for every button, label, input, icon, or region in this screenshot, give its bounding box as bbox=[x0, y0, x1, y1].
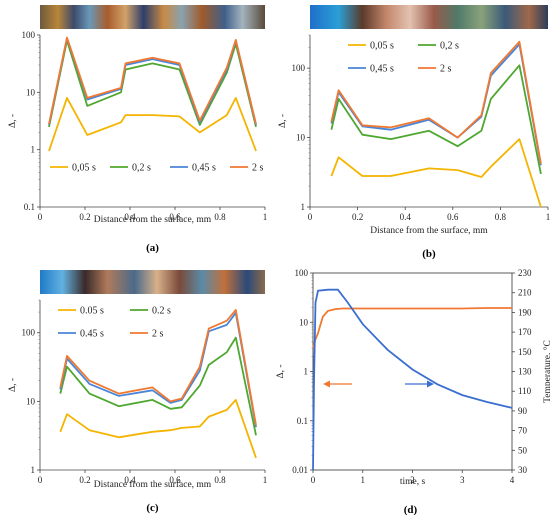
panel-3-x-tick-label: 0.4 bbox=[124, 475, 136, 485]
panel-3-y-tick-label: 1 bbox=[31, 465, 36, 475]
panel-3-series-1-line bbox=[59, 398, 257, 459]
panel-3-x-label: Distance from the surface, mm bbox=[94, 479, 212, 490]
panel-4-y-tick-label: 0.1 bbox=[297, 416, 308, 426]
panel-4-caption: (d) bbox=[404, 504, 418, 516]
panel-3-y-tick-label: 10 bbox=[26, 396, 36, 406]
panel-4-y2-label: Temperature, °C bbox=[542, 340, 550, 403]
panel-2-x-label: Distance from the surface, mm bbox=[370, 225, 488, 236]
panel-2-legend-label: 0,05 s bbox=[370, 41, 394, 52]
panel-2-series-1-line bbox=[330, 138, 542, 208]
panel-3-x-tick-label: 0 bbox=[38, 475, 43, 485]
panel-4-y-tick-label: 0.01 bbox=[292, 465, 308, 475]
panel-3-legend-label: 0.05 s bbox=[80, 306, 104, 317]
panel-2-caption: (b) bbox=[422, 248, 436, 260]
panel-4-y2-tick-label: 190 bbox=[518, 307, 532, 317]
panel-1-series-1-line bbox=[48, 97, 257, 152]
panel-2-x-tick-label: 1 bbox=[546, 212, 550, 222]
panel-1-legend-label: 2 s bbox=[252, 163, 264, 174]
panel-4-series-2-line bbox=[312, 288, 513, 471]
panel-4-y-tick-label: 100 bbox=[295, 268, 309, 278]
panel-2-legend-label: 0,45 s bbox=[370, 64, 394, 75]
panel-2-x-tick-label: 0.6 bbox=[447, 212, 459, 222]
panel-4-y2-tick-label: 110 bbox=[518, 386, 532, 396]
panel-3-y-tick-label: 100 bbox=[22, 328, 36, 338]
panel-1-y-tick-label: 10 bbox=[26, 87, 36, 97]
panel-3-series-4-line bbox=[59, 308, 257, 426]
panel-2-y-tick-label: 1 bbox=[301, 202, 306, 212]
panel-1-y-tick-label: 100 bbox=[22, 30, 36, 40]
panel-2-x-tick-label: 0 bbox=[308, 212, 313, 222]
panel-1-legend-label: 0,05 s bbox=[72, 163, 96, 174]
micrograph-strip-b bbox=[310, 5, 548, 29]
panel-4-y2-tick-label: 170 bbox=[518, 327, 532, 337]
panel-1-y-tick-label: 0.1 bbox=[24, 202, 35, 212]
panel-2-series-4-line bbox=[330, 40, 542, 164]
panel-4-frame bbox=[312, 272, 513, 471]
panel-3-legend-label: 0.2 s bbox=[152, 306, 171, 317]
panel-4-x-tick-label: 2 bbox=[410, 475, 415, 485]
panel-3-series-3-line bbox=[59, 311, 257, 428]
panel-3-y-label: Δ, - bbox=[8, 378, 18, 392]
micrograph-strip-a bbox=[40, 5, 265, 29]
panel-1-group: 0.1 1 10 100 0 0.2 0.4 0.6 0.8 1 0,05 s 0,2 s 0,45 s… bbox=[8, 30, 267, 254]
panel-2-group: 1 10 100 0 0.2 0.4 0.6 0.8 1 0,05 s 0,2 s 0,45 s 2 s… bbox=[278, 34, 550, 260]
panel-2-x-tick-label: 0.2 bbox=[352, 212, 363, 222]
panel-4-temperature-arrowhead bbox=[427, 380, 434, 388]
panel-4-y-label: Δ, - bbox=[276, 364, 286, 378]
panel-4-y2-tick-label: 130 bbox=[518, 367, 532, 377]
panel-1-x-tick-label: 0 bbox=[38, 212, 43, 222]
panel-2-y-label: Δ, - bbox=[278, 114, 288, 128]
panel-1-x-tick-label: 0.6 bbox=[169, 212, 181, 222]
panel-4-x-tick-label: 1 bbox=[361, 475, 366, 485]
panel-4-x-label: time, s bbox=[400, 477, 426, 487]
panel-3-caption: (c) bbox=[146, 502, 159, 514]
panel-4-y2-tick-label: 210 bbox=[518, 288, 532, 298]
panel-2-legend-label: 0,2 s bbox=[440, 41, 459, 52]
panel-3-legend-label: 0.45 s bbox=[80, 329, 104, 340]
panel-4-y2-tick-label: 90 bbox=[518, 406, 528, 416]
panel-4-y2-tick-label: 50 bbox=[518, 445, 528, 455]
panel-2-series-3-line bbox=[330, 43, 542, 166]
panel-4-x-tick-label: 4 bbox=[510, 475, 515, 485]
panel-3-x-tick-label: 0.6 bbox=[169, 475, 181, 485]
panel-2-legend-label: 2 s bbox=[440, 64, 452, 75]
panel-3-x-tick-label: 0.2 bbox=[79, 475, 90, 485]
panel-1-y-tick-label: 1 bbox=[31, 145, 36, 155]
panel-4-x-tick-label: 0 bbox=[311, 475, 316, 485]
panel-4-y2-tick-label: 230 bbox=[518, 268, 532, 278]
panel-3-series-2-line bbox=[59, 336, 257, 436]
panel-4-y2-tick-label: 70 bbox=[518, 426, 528, 436]
panel-3-x-tick-label: 1 bbox=[263, 475, 268, 485]
panel-1-x-tick-label: 0.4 bbox=[124, 212, 136, 222]
panel-1-caption: (a) bbox=[146, 242, 159, 254]
micrograph-strip-c bbox=[40, 270, 265, 294]
panel-4-delta-arrowhead bbox=[323, 380, 330, 388]
panel-1-x-tick-label: 0.8 bbox=[214, 212, 226, 222]
panel-3-group: 1 10 100 0 0.2 0.4 0.6 0.8 1 0.05 s 0.2 s 0.45 s 2 s… bbox=[8, 299, 268, 514]
panel-4-y-tick-label: 1 bbox=[304, 367, 309, 377]
panel-2-x-tick-label: 0.8 bbox=[495, 212, 507, 222]
panel-3-x-tick-label: 0.8 bbox=[214, 475, 226, 485]
panel-2-x-tick-label: 0.4 bbox=[400, 212, 412, 222]
panel-1-y-label: Δ, - bbox=[8, 114, 18, 128]
panel-3-legend-label: 2 s bbox=[152, 329, 164, 340]
panel-1-x-label: Distance from the surface, mm bbox=[94, 214, 212, 225]
panel-1-x-tick-label: 0.2 bbox=[79, 212, 90, 222]
panel-4-y2-tick-label: 150 bbox=[518, 347, 532, 357]
panel-1-x-tick-label: 1 bbox=[263, 212, 268, 222]
panel-4-y2-tick-label: 30 bbox=[518, 465, 528, 475]
panel-4-series-1-line bbox=[312, 307, 512, 349]
panel-2-series-2-line bbox=[330, 64, 542, 175]
panel-2-y-tick-label: 100 bbox=[292, 63, 306, 73]
panel-4-x-tick-label: 3 bbox=[460, 475, 465, 485]
panel-1-series-4-line bbox=[48, 36, 257, 125]
panel-1-series-2-line bbox=[48, 39, 257, 128]
panel-2-y-tick-label: 10 bbox=[296, 133, 306, 143]
panel-4-y-tick-label: 10 bbox=[299, 317, 309, 327]
panel-1-legend-label: 0,2 s bbox=[132, 163, 151, 174]
panel-1-legend-label: 0,45 s bbox=[192, 163, 216, 174]
